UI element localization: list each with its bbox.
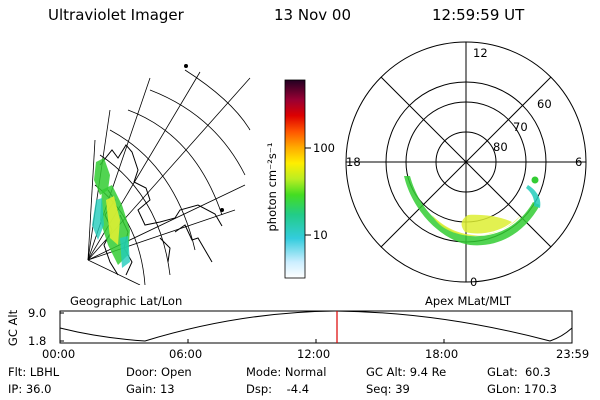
polar-plot bbox=[345, 41, 587, 283]
altitude-plot bbox=[59, 310, 573, 344]
mlt-label-12: 12 bbox=[473, 46, 488, 60]
polar-aurora bbox=[404, 176, 541, 246]
info-gain: Gain: 13 bbox=[126, 382, 175, 396]
xtick-1200: 12:00 bbox=[297, 347, 331, 361]
mlt-label-0: 0 bbox=[470, 275, 478, 289]
geo-marker bbox=[184, 64, 188, 68]
info-glat: GLat: 60.3 bbox=[487, 365, 551, 379]
date-label: 13 Nov 00 bbox=[274, 6, 351, 24]
info-ip: IP: 36.0 bbox=[8, 382, 52, 396]
xtick-1800: 18:00 bbox=[425, 347, 459, 361]
lat-label-70: 70 bbox=[513, 120, 528, 134]
xtick-0000: 00:00 bbox=[42, 347, 76, 361]
geographic-label: Geographic Lat/Lon bbox=[70, 294, 183, 308]
apex-label: Apex MLat/MLT bbox=[425, 294, 512, 308]
altitude-ylabel: GC Alt bbox=[6, 309, 20, 347]
info-dsp: Dsp: -4.4 bbox=[246, 382, 310, 396]
time-label: 12:59:59 UT bbox=[432, 6, 525, 24]
info-glon: GLon: 170.3 bbox=[487, 382, 557, 396]
lat-label-60: 60 bbox=[537, 97, 552, 111]
colorbar bbox=[284, 79, 306, 279]
geographic-aurora bbox=[92, 158, 130, 268]
colorbar-tick-100: 100 bbox=[313, 141, 335, 155]
altitude-ytick-bottom: 1.8 bbox=[28, 334, 47, 348]
lat-label-80: 80 bbox=[493, 140, 508, 154]
colorbar-tick-10: 10 bbox=[313, 228, 328, 242]
mlt-label-6: 6 bbox=[575, 155, 583, 169]
instrument-title: Ultraviolet Imager bbox=[48, 6, 184, 24]
geo-marker bbox=[220, 208, 224, 212]
colorbar-label: photon cm⁻²s⁻¹ bbox=[265, 142, 279, 232]
info-seq: Seq: 39 bbox=[366, 382, 410, 396]
xtick-2359: 23:59 bbox=[556, 347, 590, 361]
info-mode: Mode: Normal bbox=[246, 365, 327, 379]
info-door: Door: Open bbox=[126, 365, 192, 379]
info-gc-alt: GC Alt: 9.4 Re bbox=[366, 365, 447, 379]
altitude-ytick-top: 9.0 bbox=[28, 306, 47, 320]
mlt-label-18: 18 bbox=[346, 155, 361, 169]
xtick-0600: 06:00 bbox=[169, 347, 203, 361]
info-flt: Flt: LBHL bbox=[8, 365, 60, 379]
